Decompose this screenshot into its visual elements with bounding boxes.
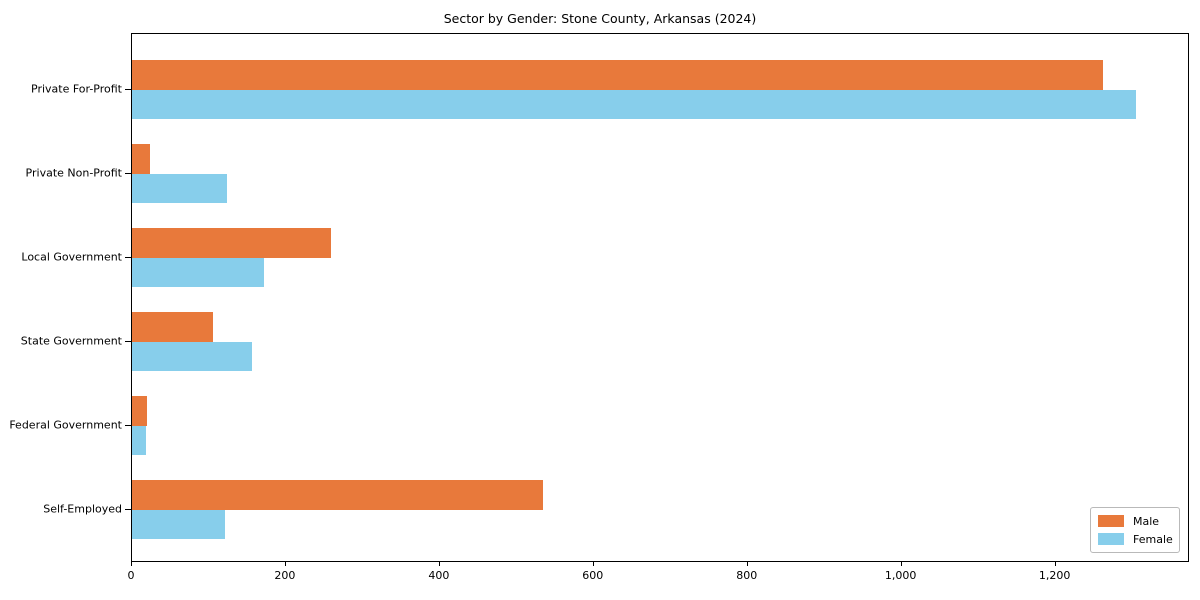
legend-item-male: Male (1098, 515, 1179, 528)
y-tick-mark (125, 256, 131, 258)
x-tick-label: 0 (127, 569, 135, 582)
y-tick-mark (125, 172, 131, 174)
x-tick-mark (592, 561, 595, 566)
plot-area (131, 33, 1189, 562)
bar-female-local-government (132, 257, 264, 287)
y-category-label-self-employed: Self-Employed (43, 502, 122, 516)
x-tick-mark (284, 561, 287, 566)
y-category-label-local-government: Local Government (21, 250, 122, 264)
x-tick-label: 1,200 (1038, 569, 1071, 582)
x-tick-label: 800 (736, 569, 758, 582)
y-tick-mark (125, 88, 131, 90)
bar-male-local-government (132, 228, 331, 258)
bar-male-self-employed (132, 480, 543, 510)
x-tick-mark (1054, 561, 1056, 566)
x-tick-mark (438, 561, 441, 566)
x-tick-label: 400 (428, 569, 450, 582)
y-tick-mark (125, 508, 131, 510)
bar-male-private-non-profit (132, 144, 151, 174)
x-tick-mark (900, 561, 902, 566)
bar-female-private-non-profit (132, 173, 227, 203)
bar-female-private-for-profit (132, 89, 1137, 119)
bar-male-state-government (132, 312, 213, 342)
legend: Male Female (1090, 507, 1180, 553)
bar-female-federal-government (132, 425, 146, 455)
bar-male-private-for-profit (132, 60, 1104, 90)
legend-label-male: Male (1133, 514, 1160, 528)
x-tick-label: 1,000 (884, 569, 917, 582)
legend-item-female: Female (1098, 533, 1179, 546)
y-category-label-state-government: State Government (20, 334, 122, 348)
bar-female-state-government (132, 341, 253, 371)
legend-swatch-male (1098, 515, 1124, 527)
y-category-label-federal-government: Federal Government (9, 418, 122, 432)
y-tick-mark (125, 424, 131, 426)
legend-label-female: Female (1133, 532, 1173, 546)
x-tick-mark (746, 561, 749, 566)
bar-female-self-employed (132, 509, 226, 539)
legend-swatch-female (1098, 533, 1124, 545)
x-tick-label: 200 (274, 569, 296, 582)
chart-title: Sector by Gender: Stone County, Arkansas… (443, 11, 757, 26)
y-category-label-private-for-profit: Private For-Profit (31, 82, 122, 96)
y-tick-mark (125, 340, 131, 342)
x-tick-mark (131, 561, 133, 566)
x-tick-label: 600 (582, 569, 604, 582)
bar-male-federal-government (132, 396, 148, 426)
y-category-label-private-non-profit: Private Non-Profit (25, 166, 122, 180)
